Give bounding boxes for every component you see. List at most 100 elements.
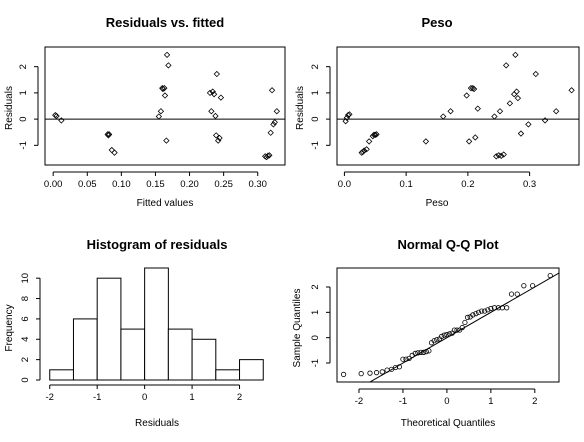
y-tick-label: 0 (20, 377, 31, 382)
data-point (504, 305, 510, 311)
histogram-bar (215, 369, 241, 381)
y-tick-label: 8 (20, 296, 31, 301)
data-point (406, 355, 412, 362)
data-point (379, 369, 385, 375)
y-tick-label: 10 (20, 273, 31, 284)
data-point (502, 62, 510, 69)
data-point (439, 333, 445, 339)
panel-4-axes: -2 -1 0 1 2 -1 0 1 2 (310, 267, 560, 407)
data-point (105, 131, 113, 138)
data-point (270, 121, 277, 128)
x-tick-label: 0.2 (461, 179, 474, 190)
x-tick-label: 0.1 (400, 179, 413, 190)
data-point (485, 307, 491, 313)
data-point (421, 349, 427, 355)
panel-2-title: Peso (421, 15, 452, 30)
data-point (264, 152, 272, 159)
data-point (209, 88, 216, 95)
data-point (213, 70, 220, 78)
y-tick-label: -1 (310, 141, 321, 149)
x-tick-label: 1 (189, 392, 194, 403)
data-point (521, 283, 527, 289)
x-tick-label: -2 (46, 392, 54, 403)
data-point (412, 350, 418, 356)
panel-histogram: Histogram of residuals Residuals Frequen… (4, 237, 227, 429)
histogram-bar (167, 328, 193, 381)
x-tick-label: 0.10 (112, 179, 131, 190)
data-point (498, 152, 505, 159)
x-tick-label: 0.00 (44, 179, 63, 190)
data-point (541, 117, 549, 124)
data-point (263, 153, 270, 161)
data-point (532, 70, 539, 78)
data-point (470, 312, 476, 318)
data-point (508, 291, 515, 297)
data-point (552, 108, 560, 115)
panel-4-xlabel: Theoretical Quantiles (401, 418, 496, 429)
data-point (463, 92, 470, 99)
panel-1-axes: 0.00 0.05 0.10 0.15 0.20 0.25 0.30 -1 0 1 2 (18, 46, 286, 190)
data-point (493, 153, 500, 160)
panel-qq-plot: Normal Q-Q Plot Theoretical Quantiles Sa… (292, 237, 499, 429)
data-point (547, 272, 553, 279)
data-point (267, 129, 274, 136)
qq-reference-line (368, 272, 559, 382)
data-point (155, 113, 163, 120)
panel-1-ylabel: Residuals (4, 86, 15, 130)
data-point (418, 349, 424, 355)
panel-2-axes: 0.0 0.1 0.2 0.3 -1 0 1 2 (310, 46, 580, 190)
panel-4-points (340, 272, 559, 382)
x-tick-label: 0 (444, 396, 449, 407)
data-point (370, 131, 378, 139)
data-point (479, 308, 485, 314)
plot-frame (336, 267, 560, 383)
y-tick-label: 0 (310, 116, 321, 121)
y-tick-label: 1 (310, 90, 321, 95)
data-point (513, 88, 520, 95)
data-point (157, 108, 165, 115)
data-point (373, 131, 380, 138)
data-point (206, 89, 214, 97)
data-point (163, 137, 170, 144)
panel-4-title: Normal Q-Q Plot (397, 237, 499, 252)
x-tick-label: 1 (488, 396, 493, 407)
data-point (446, 331, 453, 337)
data-point (58, 117, 65, 124)
data-point (163, 51, 171, 59)
x-tick-label: -1 (399, 396, 407, 407)
data-point (340, 371, 347, 377)
data-point (451, 327, 457, 333)
panel-3-title: Histogram of residuals (87, 237, 228, 252)
data-point (165, 62, 172, 69)
data-point (496, 108, 504, 115)
data-point (475, 309, 482, 315)
panel-residuals-vs-fitted: Residuals vs. fitted Fitted values Resid… (4, 15, 224, 209)
data-point (367, 370, 373, 376)
data-point (159, 85, 167, 93)
data-point (403, 356, 409, 362)
x-tick-label: -1 (93, 392, 101, 403)
data-point (373, 370, 380, 376)
panel-1-title: Residuals vs. fitted (106, 15, 225, 30)
data-point (360, 147, 368, 154)
data-point (422, 138, 430, 145)
y-tick-label: 2 (310, 64, 321, 69)
data-point (396, 364, 403, 370)
histogram-bar (239, 359, 264, 381)
y-tick-label: 0 (18, 116, 29, 121)
data-point (491, 113, 498, 120)
data-point (488, 305, 494, 312)
data-point (268, 87, 276, 94)
x-tick-label: 2 (237, 392, 242, 403)
data-point (365, 138, 373, 145)
histogram-bar (49, 369, 74, 381)
y-tick-label: 1 (310, 310, 321, 315)
data-point (464, 314, 471, 320)
data-point (53, 112, 60, 120)
y-tick-label: 0 (310, 335, 321, 340)
data-point (500, 151, 507, 158)
x-tick-label: 0.05 (78, 179, 97, 190)
histogram-bar (96, 277, 122, 381)
